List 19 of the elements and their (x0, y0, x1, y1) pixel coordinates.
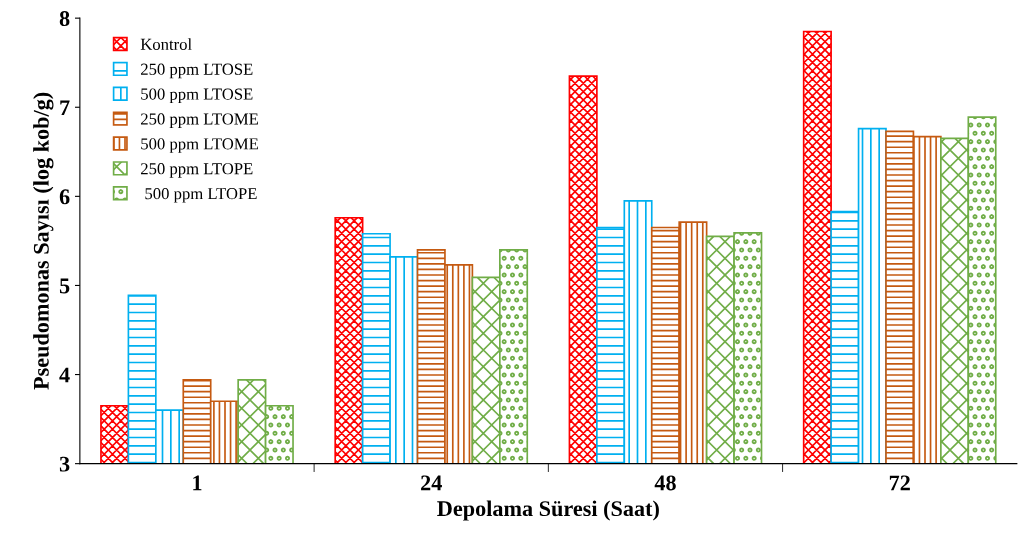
x-tick-label: 1 (193, 475, 202, 491)
x-tick-label: 72 (889, 475, 910, 491)
legend-label: 500 ppm LTOPE (145, 187, 257, 203)
legend-label: 250 ppm LTOME (141, 113, 258, 128)
y-tick-label: 5 (59, 278, 70, 294)
y-tick-label: 6 (59, 189, 70, 205)
legend-label: 500 ppm LTOSE (141, 88, 253, 104)
x-axis-title: Depolama Süresi (Saat) (437, 500, 659, 521)
legend-label: 500 ppm LTOME (141, 138, 258, 153)
y-tick-label: 8 (59, 11, 70, 27)
y-tick-label: 3 (59, 456, 70, 472)
legend-label: Kontrol (140, 38, 192, 50)
legend-label: 250 ppm LTOSE (141, 63, 253, 79)
x-tick-label: 48 (654, 475, 676, 491)
x-tick-label: 24 (421, 475, 442, 491)
legend-label: 250 ppm LTOPE (141, 163, 253, 178)
y-axis-title: Pseudomonas Sayısı (log kob/g) (33, 92, 54, 390)
y-tick-label: 7 (60, 100, 70, 115)
y-tick-label: 4 (59, 367, 70, 383)
